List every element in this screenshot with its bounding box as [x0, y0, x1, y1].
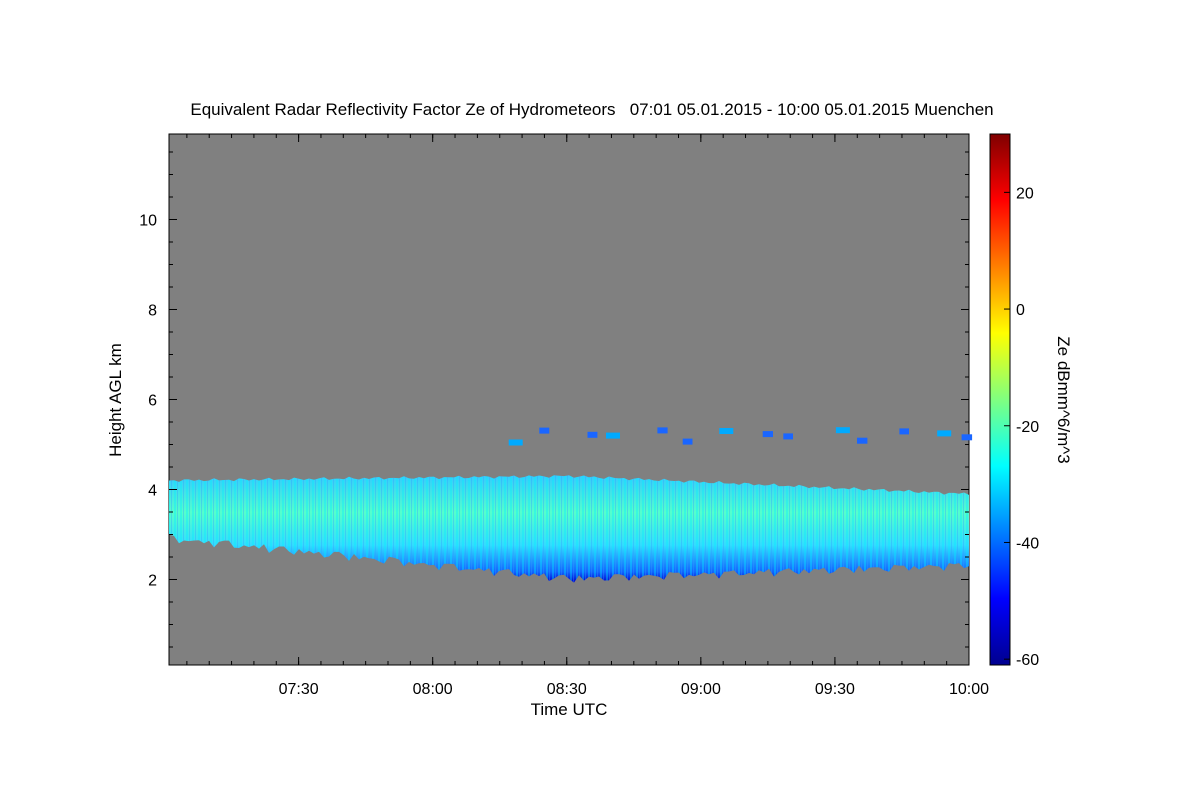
colorbar-tick-label: 20 — [1016, 185, 1034, 202]
cloud-fragment — [762, 431, 773, 438]
chart-title: Equivalent Radar Reflectivity Factor Ze … — [190, 100, 993, 119]
y-tick-label: 10 — [139, 213, 157, 230]
x-axis-title: Time UTC — [531, 700, 608, 719]
cloud-fragment — [657, 427, 668, 434]
cloud-fragment — [937, 430, 952, 437]
colorbar-tick-label: -20 — [1016, 419, 1039, 436]
cloud-fragment — [719, 428, 734, 434]
x-tick-label: 07:30 — [279, 681, 319, 698]
y-axis-title: Height AGL km — [106, 343, 125, 457]
y-tick-label: 8 — [148, 303, 157, 320]
x-tick-label: 08:00 — [413, 681, 453, 698]
x-tick-label: 08:30 — [547, 681, 587, 698]
x-tick-label: 09:30 — [815, 681, 855, 698]
colorbar-ticks: 20 0 -20 -40 -60 — [1004, 185, 1039, 669]
y-tick-label: 2 — [148, 573, 157, 590]
colorbar-title: Ze dBmm^6/m^3 — [1054, 336, 1073, 463]
plot-area — [168, 133, 970, 666]
colorbar — [989, 133, 1011, 666]
colorbar-tick-label: -60 — [1016, 652, 1039, 669]
cloud-fragment — [587, 431, 598, 438]
cloud-fragment — [899, 428, 909, 435]
x-tick-label: 10:00 — [949, 681, 989, 698]
cloud-fragment — [835, 427, 850, 434]
cloud-texture — [169, 475, 969, 583]
colorbar-tick-label: -40 — [1016, 535, 1039, 552]
cloud-fragment — [539, 427, 550, 434]
x-tick-label: 09:00 — [681, 681, 721, 698]
cloud-fragment — [961, 434, 973, 441]
axis-ticks: 07:30 08:00 08:30 09:00 09:30 10:00 2 4 6 8 10 — [139, 134, 989, 698]
y-tick-label: 4 — [148, 483, 157, 500]
colorbar-tick-label: 0 — [1016, 302, 1025, 319]
y-tick-label: 6 — [148, 393, 157, 410]
radar-echoes — [169, 427, 973, 583]
cloud-fragment — [857, 437, 868, 444]
cloud-fragment — [783, 433, 793, 440]
cloud-fragment — [682, 438, 693, 445]
cloud-fragment — [606, 432, 620, 439]
cloud-fragment — [508, 439, 523, 446]
